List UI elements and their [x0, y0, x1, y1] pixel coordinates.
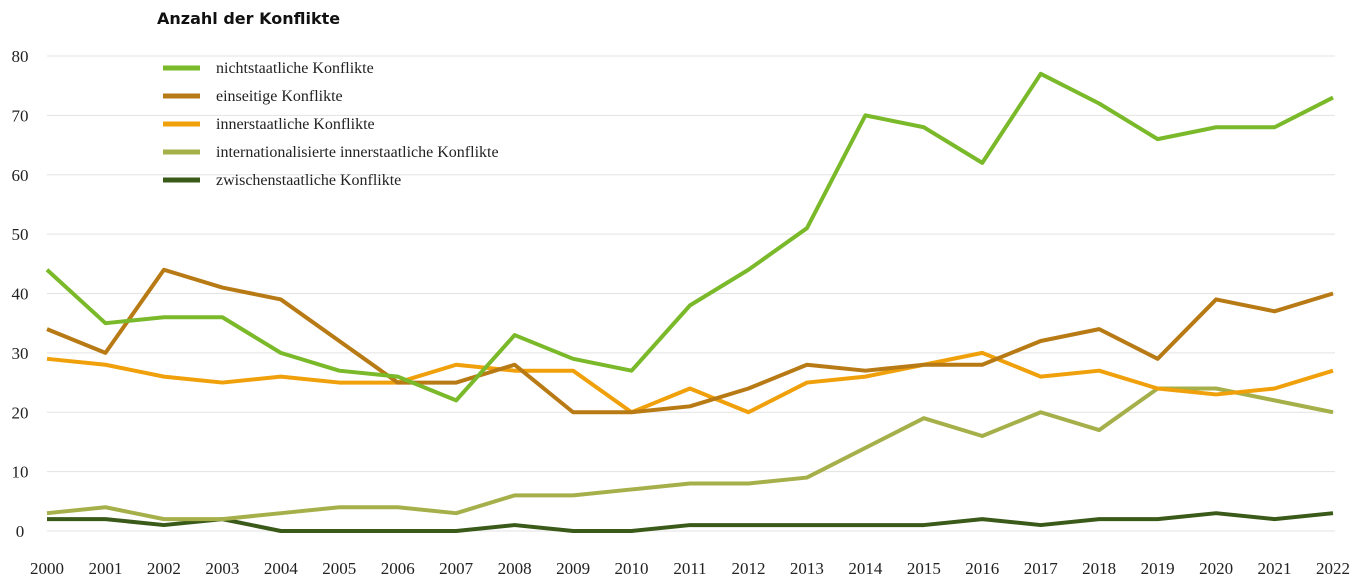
y-tick-label: 70 [12, 106, 29, 125]
x-tick-label: 2014 [848, 559, 883, 578]
y-tick-label: 50 [12, 225, 29, 244]
x-tick-label: 2009 [556, 559, 590, 578]
y-tick-label: 80 [12, 47, 29, 66]
line-series [46, 386, 1334, 522]
x-tick-label: 2004 [264, 559, 299, 578]
y-tick-label: 30 [12, 344, 29, 363]
x-tick-label: 2016 [965, 559, 999, 578]
line-series [45, 71, 1334, 403]
x-tick-label: 2022 [1316, 559, 1350, 578]
x-tick-label: 2007 [439, 559, 474, 578]
x-tick-label: 2010 [615, 559, 649, 578]
legend-label: nichtstaatliche Konflikte [216, 60, 374, 77]
x-tick-label: 2018 [1082, 559, 1116, 578]
x-tick-label: 2019 [1141, 559, 1175, 578]
x-tick-label: 2015 [907, 559, 941, 578]
x-tick-label: 2005 [322, 559, 356, 578]
y-tick-label: 60 [12, 166, 29, 185]
y-tick-label: 0 [16, 522, 25, 541]
y-tick-label: 10 [12, 463, 29, 482]
x-tick-label: 2006 [381, 559, 415, 578]
line-series [46, 350, 1334, 415]
x-tick-label: 2017 [1024, 559, 1059, 578]
legend-label: internationalisierte innerstaatliche Kon… [216, 144, 499, 161]
x-tick-label: 2008 [498, 559, 532, 578]
y-tick-label: 20 [12, 403, 29, 422]
x-tick-label: 2011 [673, 559, 706, 578]
y-tick-label: 40 [12, 285, 29, 304]
x-tick-label: 2003 [205, 559, 239, 578]
line-series [47, 511, 1334, 533]
x-tick-label: 2001 [88, 559, 122, 578]
line-series [46, 267, 1334, 415]
x-tick-label: 2012 [731, 559, 765, 578]
legend-label: innerstaatliche Konflikte [216, 116, 375, 133]
chart-title: Anzahl der Konflikte [157, 9, 340, 28]
x-tick-label: 2021 [1258, 559, 1292, 578]
legend-label: zwischenstaatliche Konflikte [216, 172, 401, 189]
legend-label: einseitige Konflikte [216, 88, 343, 105]
x-tick-label: 2002 [147, 559, 181, 578]
x-tick-label: 2013 [790, 559, 824, 578]
x-tick-label: 2000 [30, 559, 64, 578]
x-tick-label: 2020 [1199, 559, 1233, 578]
